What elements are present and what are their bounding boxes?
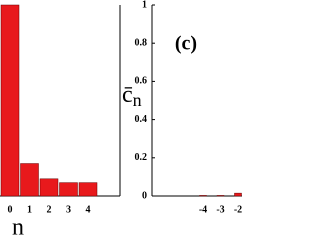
x-axis-label: n (12, 215, 24, 241)
y-axis-label-sub: n (133, 90, 142, 110)
panel-label: (c) (175, 33, 197, 55)
bar (234, 192, 242, 197)
x-tick-label: -4 (199, 204, 207, 215)
bar (199, 195, 207, 197)
bar (59, 182, 78, 197)
x-tick-label: 2 (47, 204, 52, 215)
x-tick-label: 1 (27, 204, 32, 215)
bar (78, 182, 98, 197)
x-tick-label: -3 (216, 204, 224, 215)
bar (39, 178, 59, 197)
y-tick-label: 0 (142, 190, 147, 201)
y-axis-label: c̄n (122, 82, 142, 111)
figure: n c̄n (c) 0 1 2 3 400.20.40.60.81-4 -3 -2 (0, 0, 242, 241)
bar (20, 163, 39, 197)
y-tick-label: 0.6 (135, 76, 148, 87)
bar (0, 4, 20, 197)
x-tick-label: -2 (234, 204, 242, 215)
bar (216, 195, 225, 197)
y-axis-label-main: c̄ (122, 82, 133, 108)
x-tick-label: 4 (86, 204, 91, 215)
y-tick-label: 0.8 (135, 37, 148, 48)
x-tick-label: 3 (66, 204, 71, 215)
x-tick-label: 0 (8, 204, 13, 215)
y-tick-label: 0.4 (135, 114, 148, 125)
y-tick-label: 1 (142, 0, 147, 10)
y-tick-label: 0.2 (135, 152, 148, 163)
